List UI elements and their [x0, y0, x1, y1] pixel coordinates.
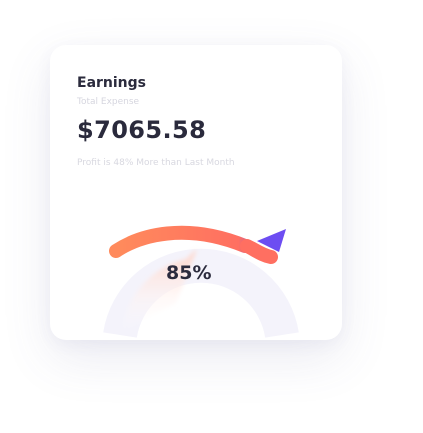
- gauge-glow: [122, 249, 197, 332]
- gauge-progress-tail: [240, 239, 278, 264]
- gauge-progress-arc: [109, 225, 252, 258]
- earnings-amount: $7065.58: [77, 116, 207, 144]
- gauge-percentage: 85%: [166, 262, 212, 284]
- earnings-card: Earnings Total Expense $7065.58 Profit i…: [50, 45, 342, 340]
- card-title: Earnings: [77, 75, 147, 91]
- earnings-gauge: [103, 225, 299, 339]
- gauge-needle: [257, 229, 286, 252]
- profit-note: Profit is 48% More than Last Month: [77, 158, 235, 168]
- card-subtitle: Total Expense: [77, 97, 140, 107]
